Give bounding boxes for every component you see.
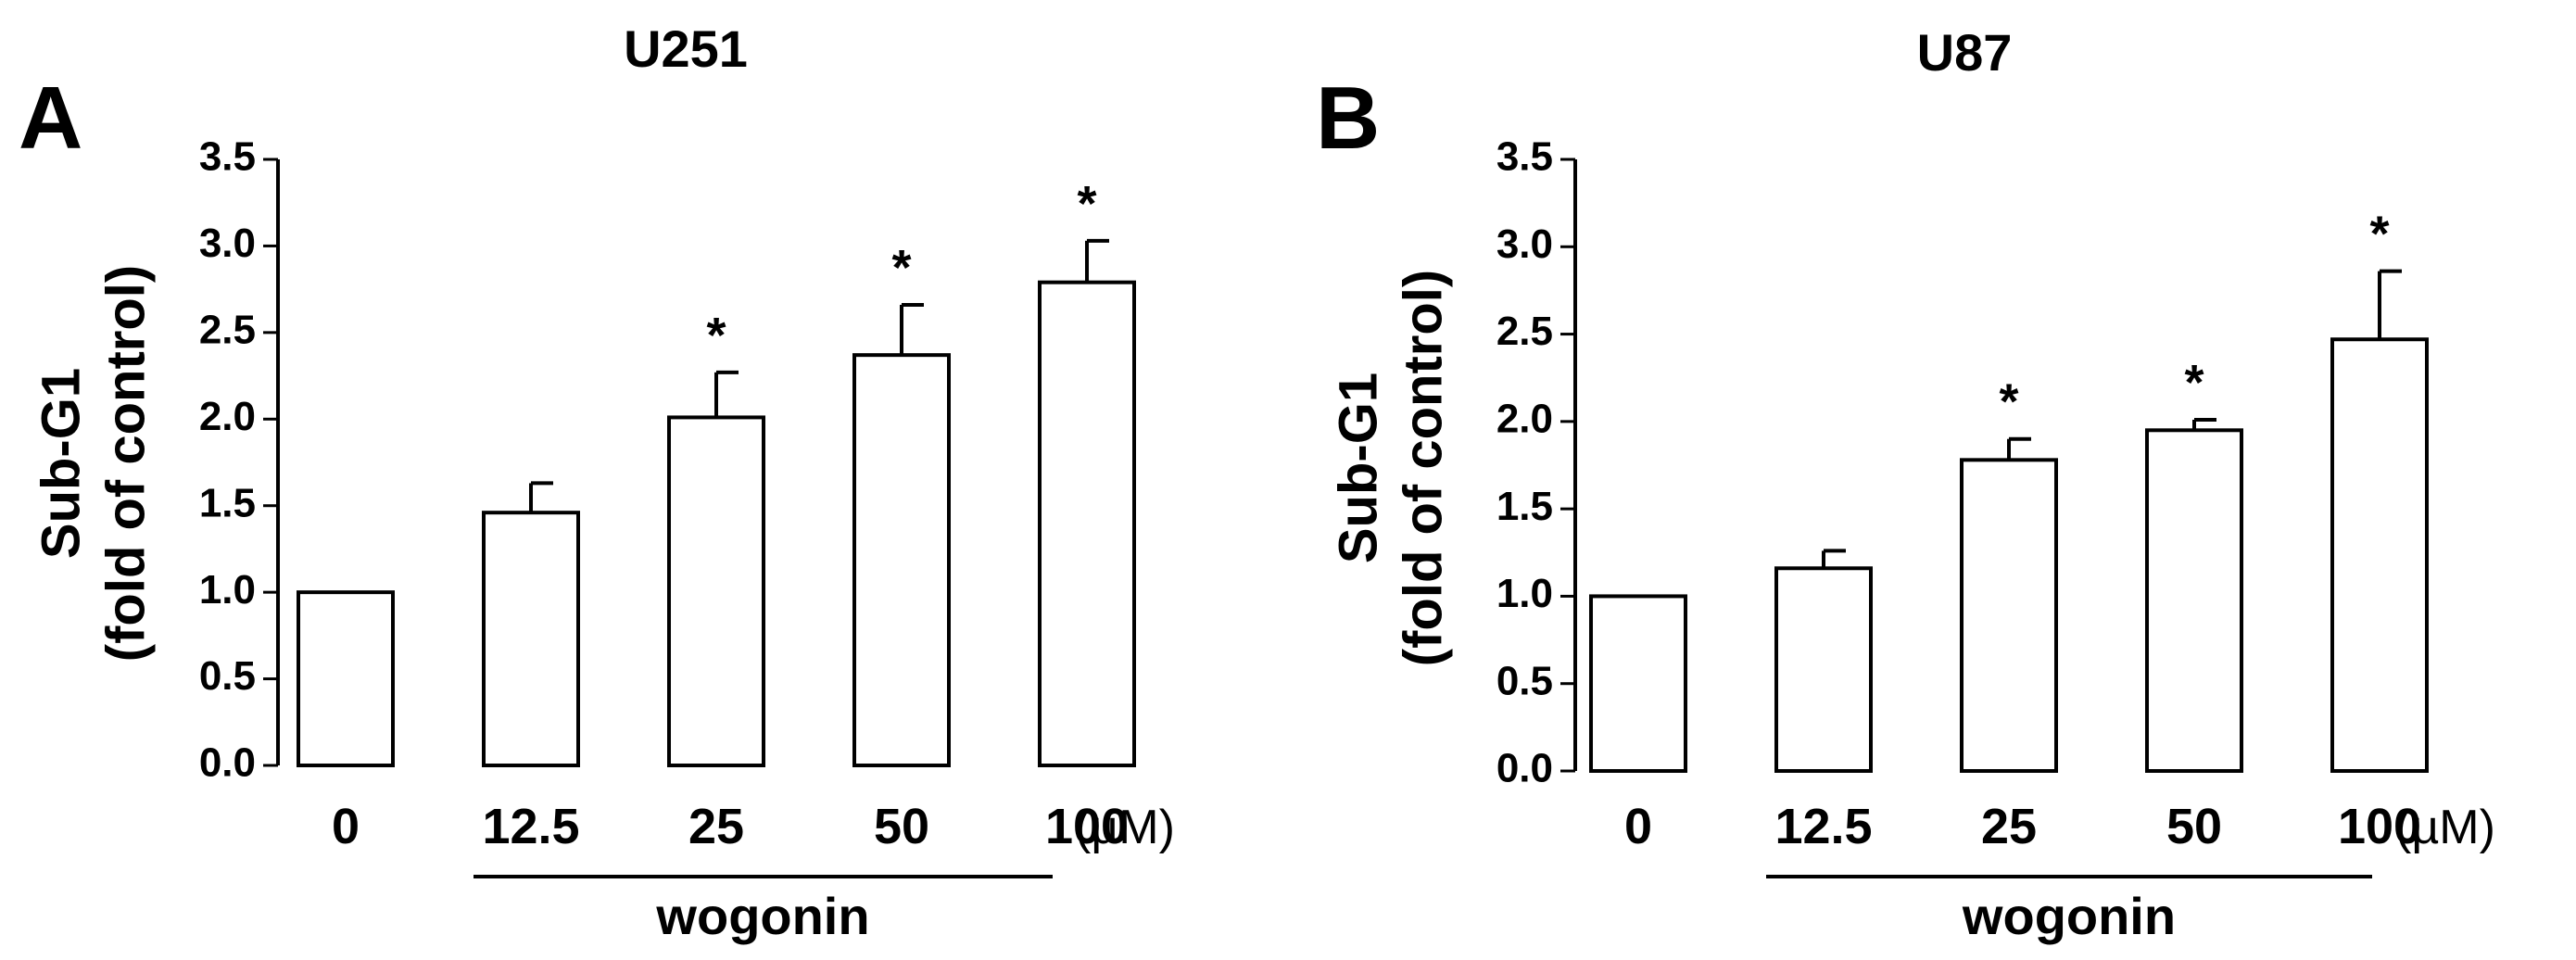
group-label: wogonin [655, 887, 869, 945]
unit-label: (µM) [2395, 801, 2495, 854]
panel-letter: A [19, 69, 82, 168]
category-label: 0 [332, 799, 360, 854]
y-axis-label-line2: (fold of control) [95, 265, 156, 662]
category-label: 25 [688, 799, 744, 854]
category-label: 50 [874, 799, 929, 854]
y-tick-label: 0.0 [1496, 746, 1553, 791]
bar [1038, 280, 1136, 767]
category-label: 50 [2166, 799, 2222, 854]
y-tick-label: 1.0 [1496, 571, 1553, 616]
significance-marker: * [706, 308, 726, 363]
y-axis-label: Sub-G1 [1328, 373, 1388, 563]
y-tick-label: 2.0 [199, 394, 256, 439]
bar [297, 590, 395, 768]
significance-marker: * [891, 240, 911, 296]
significance-marker: * [1077, 176, 1096, 232]
category-label: 0 [1624, 799, 1652, 854]
category-label: 12.5 [1774, 799, 1872, 854]
category-label: 100 [1045, 799, 1129, 854]
y-tick-label: 3.0 [199, 221, 256, 266]
unit-label: (µM) [1075, 801, 1175, 854]
y-tick-label: 2.5 [199, 307, 256, 352]
y-tick-label: 2.0 [1496, 396, 1553, 441]
bar [1589, 594, 1687, 774]
chart-panel-a: A U251 Sub-G1 (fold of control) 0.0 0.5 1.0 1.5… [19, 19, 1175, 945]
y-tick-label: 3.0 [1496, 221, 1553, 267]
chart-panel-b: B U87 Sub-G1 (fold of control) 0.0 0.5 1.0 1.5 2… [1316, 23, 2495, 945]
y-axis-label: Sub-G1 [31, 368, 91, 559]
y-tick-label: 2.5 [1496, 309, 1553, 354]
chart-title: U251 [624, 19, 748, 78]
y-tick-label: 1.0 [199, 567, 256, 613]
bar [2330, 337, 2429, 773]
y-tick-label: 1.5 [199, 480, 256, 525]
y-tick-label: 0.0 [199, 740, 256, 786]
significance-marker: * [2184, 355, 2203, 411]
group-label: wogonin [1962, 887, 2176, 945]
y-tick-label: 3.5 [199, 134, 256, 180]
category-label: 25 [1981, 799, 2037, 854]
panel-letter: B [1316, 69, 1380, 168]
category-label: 100 [2338, 799, 2421, 854]
significance-marker: * [1999, 374, 2018, 430]
bar [1960, 458, 2058, 773]
y-tick-label: 0.5 [199, 653, 256, 699]
y-tick-label: 1.5 [1496, 484, 1553, 529]
y-tick-label: 0.5 [1496, 658, 1553, 703]
category-label: 12.5 [482, 799, 579, 854]
bar [482, 511, 580, 768]
bar [667, 415, 765, 767]
bar [1774, 566, 1873, 773]
significance-marker: * [2369, 207, 2389, 262]
bar [2145, 428, 2243, 773]
chart-title: U87 [1917, 23, 2013, 82]
y-axis-label-line2: (fold of control) [1393, 270, 1453, 666]
bar [852, 353, 951, 767]
y-tick-label: 3.5 [1496, 134, 1553, 180]
